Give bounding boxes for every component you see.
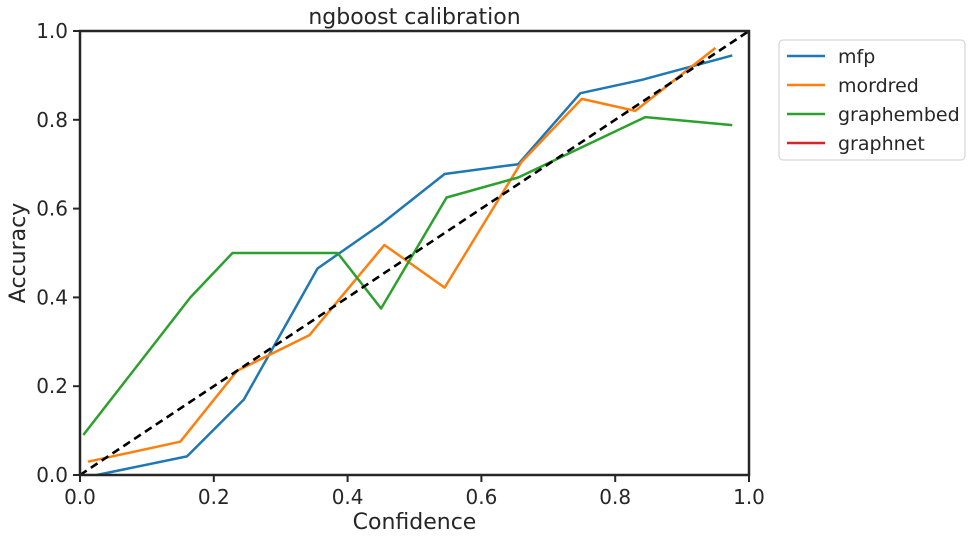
series-line-mordred bbox=[87, 46, 717, 463]
y-tick-label: 0.8 bbox=[36, 108, 68, 132]
legend-label-mordred: mordred bbox=[838, 75, 919, 97]
legend: mfp mordred graphembed graphnet bbox=[778, 39, 966, 161]
x-axis-title: Confidence bbox=[353, 510, 477, 535]
axes: 0.0 0.2 0.4 0.6 0.8 1.0 0.0 0.2 0.4 0.6 0.8 1.0 bbox=[36, 19, 765, 509]
perfect-calibration-line bbox=[80, 31, 749, 475]
y-axis-title: Accuracy bbox=[6, 203, 31, 303]
legend-box bbox=[778, 39, 966, 161]
x-tick-label: 0.2 bbox=[198, 485, 230, 509]
legend-label-graphembed: graphembed bbox=[838, 104, 960, 126]
y-tick-label: 1.0 bbox=[36, 19, 68, 43]
legend-label-graphnet: graphnet bbox=[838, 133, 925, 155]
x-tick-label: 0.8 bbox=[599, 485, 631, 509]
x-tick-label: 0.4 bbox=[332, 485, 364, 509]
x-tick-label: 0.0 bbox=[64, 485, 96, 509]
legend-label-mfp: mfp bbox=[838, 46, 875, 68]
y-tick-label: 0.2 bbox=[36, 374, 68, 398]
x-tick-label: 1.0 bbox=[733, 485, 765, 509]
y-tick-label: 0.0 bbox=[36, 463, 68, 487]
series-line-mfp bbox=[96, 54, 733, 475]
y-tick-label: 0.6 bbox=[36, 197, 68, 221]
plot-frame bbox=[78, 29, 751, 477]
chart-title: ngboost calibration bbox=[308, 5, 520, 30]
plot-area bbox=[80, 31, 749, 475]
x-tick-label: 0.6 bbox=[465, 485, 497, 509]
series-line-graphembed bbox=[82, 115, 733, 436]
y-tick-label: 0.4 bbox=[36, 285, 68, 309]
